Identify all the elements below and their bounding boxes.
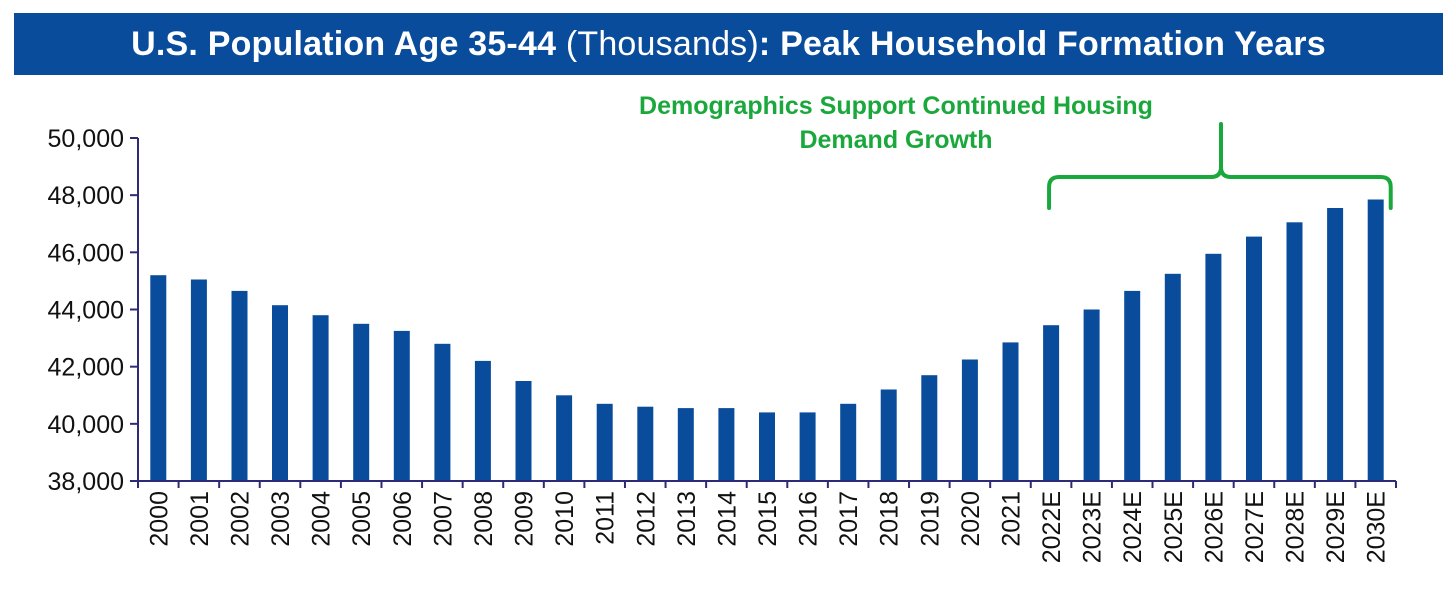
x-tick-label: 2028E (1282, 491, 1310, 563)
bar-series (150, 199, 1384, 482)
x-tick-label: 2013 (673, 491, 701, 547)
x-tick-label: 2027E (1241, 491, 1269, 563)
x-tick-label: 2018 (876, 491, 904, 547)
x-tick-label: 2006 (389, 491, 417, 547)
bar-2020 (961, 359, 978, 481)
y-axis-ticks: 38,000 40,000 42,000 44,000 46,000 48,000 50,0… (48, 125, 138, 496)
bar-2016 (799, 412, 816, 481)
bar-2014 (718, 408, 735, 481)
x-tick-label: 2020 (957, 491, 985, 547)
annotation-bracket (1047, 122, 1393, 210)
bar-2012 (637, 406, 654, 481)
chart-title: U.S. Population Age 35-44 (Thousands) : … (14, 13, 1443, 75)
bar-2024E (1124, 290, 1141, 481)
x-tick-label: 2009 (511, 491, 539, 547)
y-tick-label: 44,000 (48, 297, 124, 325)
bar-2001 (190, 279, 207, 481)
bar-2015 (759, 412, 775, 481)
x-tick-label: 2029E (1322, 491, 1350, 563)
title-units: (Thousands) (556, 24, 759, 63)
bar-2007 (434, 343, 451, 481)
x-tick-label: 2011 (592, 491, 620, 545)
bar-2030E (1367, 199, 1384, 481)
x-tick-label: 2001 (186, 491, 214, 547)
x-tick-label: 2030E (1363, 491, 1391, 563)
x-tick-label: 2023E (1079, 491, 1107, 563)
bar-2022E (1043, 325, 1060, 481)
y-tick-label: 42,000 (48, 354, 124, 382)
x-tick-label: 2005 (348, 491, 376, 547)
x-tick-label: 2017 (835, 491, 863, 547)
bar-2000 (150, 275, 167, 481)
x-tick-label: 2014 (713, 491, 741, 547)
annotation-line-1: Demographics Support Continued Housing (639, 92, 1153, 120)
x-axis-ticks: 2000 2001 2002 2003 2004 2005 2006 2007 2008 2009… (137, 481, 1397, 563)
bar-2002 (231, 290, 248, 481)
y-tick-label: 38,000 (48, 468, 124, 496)
x-tick-label: 2015 (754, 491, 782, 547)
title-main: U.S. Population Age 35-44 (131, 24, 557, 63)
bar-2026E (1205, 253, 1222, 481)
y-tick-label: 40,000 (48, 411, 124, 439)
x-tick-label: 2016 (795, 491, 823, 547)
y-tick-label: 46,000 (48, 239, 124, 267)
x-tick-label: 2008 (470, 491, 498, 547)
bar-2005 (353, 323, 370, 481)
bar-2010 (556, 395, 573, 482)
annotation-line-2: Demand Growth (799, 126, 992, 154)
x-tick-label: 2012 (632, 491, 660, 547)
bar-2008 (474, 360, 491, 481)
x-tick-label: 2021 (997, 491, 1025, 547)
bar-2023E (1083, 309, 1100, 481)
x-tick-label: 2007 (429, 491, 457, 547)
bar-2006 (393, 330, 410, 481)
bar-2011 (596, 403, 613, 481)
bar-2009 (515, 381, 532, 481)
bar-2019 (921, 375, 938, 481)
x-tick-label: 2024E (1119, 491, 1147, 563)
y-tick-label: 50,000 (48, 125, 124, 153)
x-tick-label: 2026E (1200, 491, 1228, 563)
x-tick-label: 2000 (145, 491, 173, 547)
bar-2013 (677, 408, 694, 481)
x-tick-label: 2019 (916, 491, 944, 547)
title-subtitle: : Peak Household Formation Years (758, 24, 1326, 63)
bar-2029E (1327, 208, 1344, 481)
bar-2003 (272, 305, 288, 481)
x-tick-label: 2003 (267, 491, 295, 547)
bar-2027E (1246, 236, 1262, 481)
bar-2025E (1164, 273, 1181, 481)
bar-2018 (880, 389, 897, 481)
y-tick-label: 48,000 (48, 182, 124, 210)
bar-2021 (1002, 342, 1019, 481)
x-tick-label: 2002 (226, 491, 254, 547)
bar-2017 (840, 403, 857, 481)
x-tick-label: 2022E (1038, 491, 1066, 563)
x-tick-label: 2004 (308, 491, 336, 547)
x-tick-label: 2010 (551, 491, 579, 547)
bar-2028E (1286, 222, 1303, 482)
x-tick-label: 2025E (1160, 491, 1188, 563)
bar-2004 (312, 315, 329, 481)
